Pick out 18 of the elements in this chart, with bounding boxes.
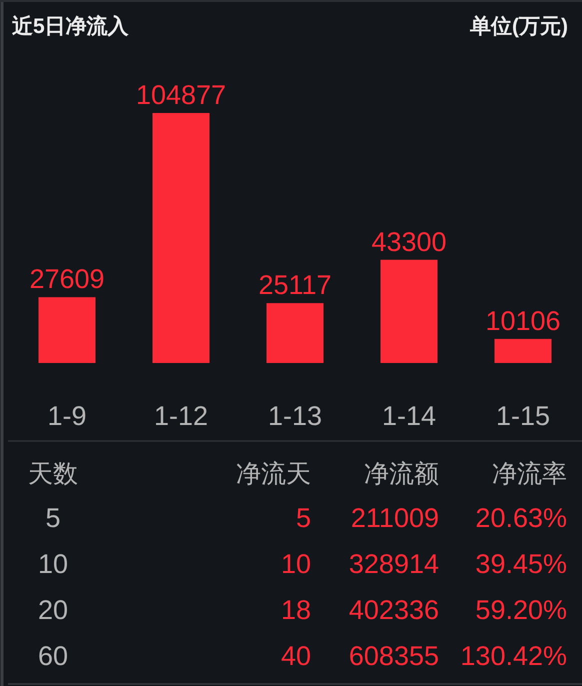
cell: 40 (280, 641, 311, 671)
cell: 608355 (348, 641, 439, 671)
cell: 130.42% (460, 641, 567, 671)
cell: 20.63% (475, 503, 567, 533)
cell: 402336 (348, 595, 439, 625)
cell: 5 (45, 503, 61, 533)
cell: 10 (280, 549, 311, 579)
cell: 60 (38, 641, 68, 671)
cell: 10 (38, 549, 68, 579)
cell: 328914 (348, 549, 439, 579)
cell: 39.45% (475, 549, 567, 579)
cell: 18 (280, 595, 311, 625)
cell: 5 (296, 503, 311, 533)
cell: 20 (38, 595, 68, 625)
cell: 211009 (350, 503, 439, 533)
title: 近5日净流入 (12, 15, 129, 38)
cell: 59.20% (475, 595, 567, 625)
subtitle: 单位(万元) (470, 15, 568, 38)
